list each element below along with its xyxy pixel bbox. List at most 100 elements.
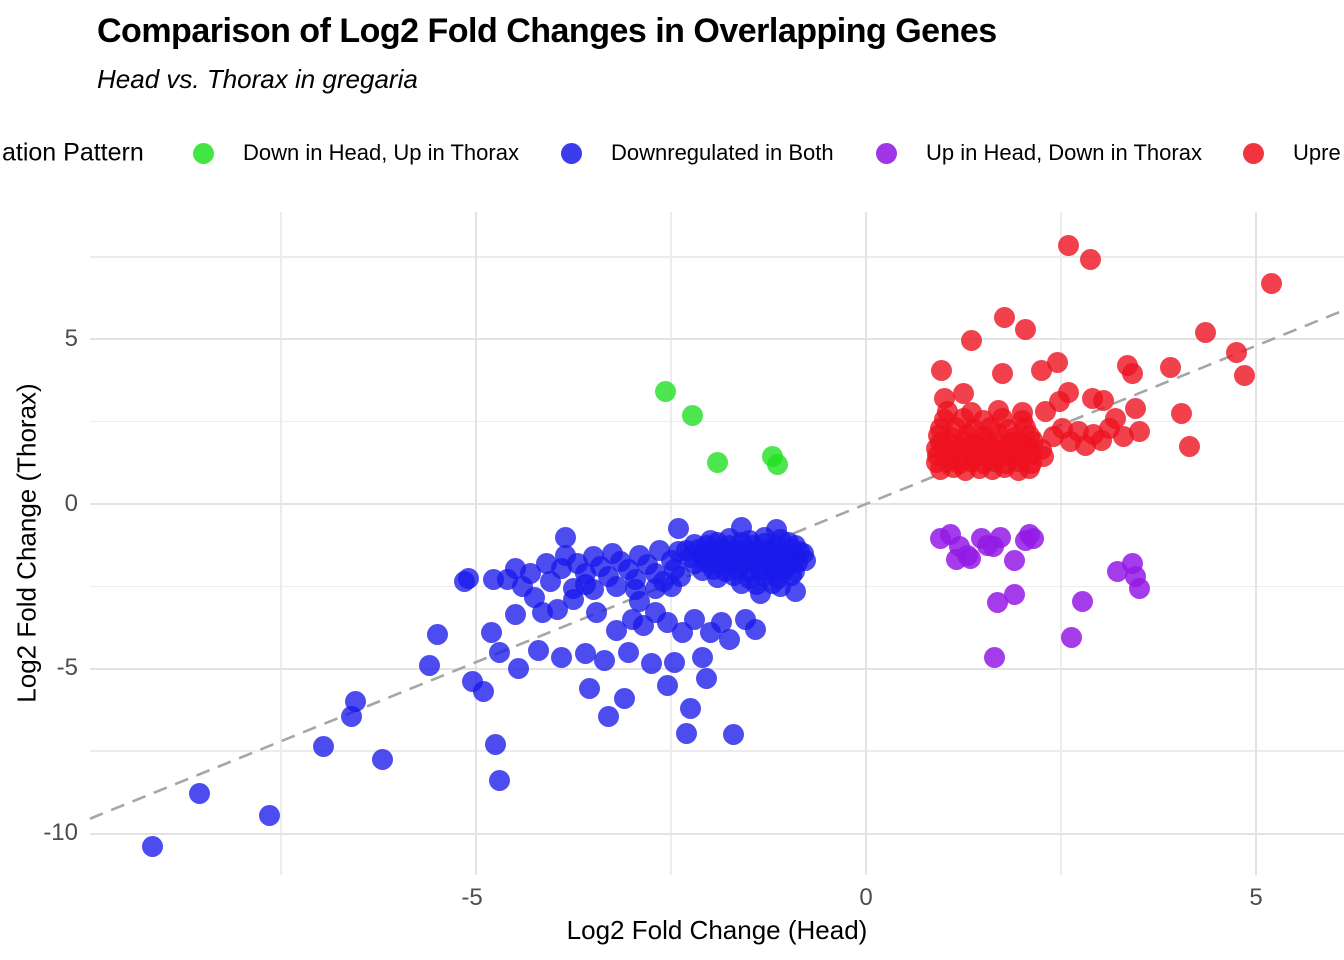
y-axis-tick-label: 0 — [64, 490, 78, 517]
data-point — [1011, 401, 1033, 423]
legend-item-down-head-up-thorax: Down in Head, Up in Thorax — [193, 132, 519, 174]
horizontal-minor-gridline — [90, 256, 1344, 258]
data-point — [426, 623, 448, 645]
y-axis-tick-label: -5 — [56, 654, 78, 681]
data-point — [1128, 421, 1150, 442]
data-point — [691, 646, 713, 668]
data-point — [994, 307, 1016, 329]
legend-item-up-head-down-thorax: Up in Head, Down in Thorax — [876, 132, 1202, 174]
data-point — [1071, 590, 1093, 612]
data-point — [551, 646, 573, 668]
data-point — [1003, 584, 1025, 606]
horizontal-major-gridline — [90, 503, 1344, 505]
data-point — [485, 734, 506, 756]
data-point — [1080, 249, 1102, 270]
plot-panel — [89, 212, 1344, 875]
data-point — [258, 804, 280, 826]
legend-item-label: Downregulated in Both — [611, 140, 834, 165]
data-point — [1046, 351, 1068, 373]
data-point — [719, 628, 740, 650]
data-point — [340, 706, 362, 728]
data-point — [1003, 549, 1025, 571]
legend-key-blue-circle-icon — [561, 142, 582, 164]
data-point — [473, 681, 495, 703]
data-point — [578, 678, 600, 700]
data-point — [1194, 322, 1216, 344]
vertical-major-gridline — [1255, 212, 1257, 875]
y-axis-tick-label: 5 — [64, 325, 78, 352]
data-point — [1034, 400, 1056, 422]
data-point — [960, 401, 982, 423]
data-point — [1128, 577, 1150, 599]
x-axis-tick-label: 5 — [1249, 884, 1263, 911]
horizontal-major-gridline — [90, 667, 1344, 670]
data-point — [992, 363, 1013, 385]
legend-item-upregulated-clipped: Upre — [1243, 132, 1341, 174]
data-point — [547, 598, 569, 620]
data-point — [617, 641, 639, 663]
legend-title: ation Pattern — [2, 138, 144, 167]
data-point — [953, 383, 974, 405]
data-point — [680, 697, 701, 719]
data-point — [371, 748, 393, 770]
data-point — [1261, 272, 1283, 294]
data-point — [681, 404, 703, 426]
horizontal-minor-gridline — [90, 750, 1344, 752]
data-point — [555, 527, 577, 549]
data-point — [1233, 364, 1255, 386]
data-point — [730, 517, 752, 539]
data-point — [707, 452, 729, 474]
legend-item-label: Down in Head, Up in Thorax — [243, 140, 519, 165]
data-point — [767, 453, 789, 475]
legend-item-label: Upre — [1293, 140, 1341, 165]
data-point — [660, 575, 682, 597]
data-point — [482, 569, 504, 591]
data-point — [960, 548, 982, 570]
data-point — [711, 612, 733, 634]
data-point — [488, 770, 510, 792]
x-axis-tick-label: -5 — [461, 884, 483, 911]
data-point — [563, 577, 584, 599]
data-point — [488, 641, 510, 663]
data-point — [683, 608, 705, 630]
data-point — [598, 706, 620, 728]
data-point — [313, 735, 335, 757]
data-point — [594, 650, 616, 671]
horizontal-minor-gridline — [90, 420, 1344, 423]
data-point — [744, 618, 766, 640]
vertical-minor-gridline — [280, 212, 282, 875]
legend-key-green-circle-icon — [193, 142, 214, 164]
data-point — [504, 603, 526, 625]
data-point — [765, 519, 787, 541]
data-point — [641, 653, 662, 675]
data-point — [625, 579, 647, 601]
data-point — [1179, 435, 1201, 457]
data-point — [1124, 397, 1146, 419]
data-point — [1015, 318, 1037, 340]
data-point — [535, 552, 557, 574]
data-point — [1171, 402, 1193, 424]
legend-key-red-circle-icon — [1243, 142, 1264, 164]
horizontal-major-gridline — [90, 832, 1344, 835]
data-point — [1226, 341, 1247, 363]
chart-title: Comparison of Log2 Fold Changes in Overl… — [97, 12, 997, 50]
data-point — [937, 400, 959, 422]
data-point — [141, 836, 163, 858]
data-point — [1159, 356, 1181, 378]
data-point — [418, 654, 440, 676]
legend: ation Pattern Down in Head, Up in Thorax… — [0, 132, 1344, 174]
vertical-minor-gridline — [1060, 212, 1062, 875]
data-point — [605, 575, 627, 597]
data-point — [794, 550, 816, 572]
data-point — [655, 381, 677, 403]
legend-item-label: Up in Head, Down in Thorax — [926, 140, 1202, 165]
data-point — [722, 724, 744, 746]
legend-item-downregulated-both: Downregulated in Both — [561, 132, 834, 174]
data-point — [750, 583, 772, 605]
chart-subtitle: Head vs. Thorax in gregaria — [97, 64, 418, 94]
data-point — [508, 658, 530, 680]
data-point — [695, 668, 717, 690]
y-axis-tick-label: -10 — [43, 819, 78, 846]
data-point — [574, 643, 596, 665]
data-point — [1081, 388, 1103, 410]
